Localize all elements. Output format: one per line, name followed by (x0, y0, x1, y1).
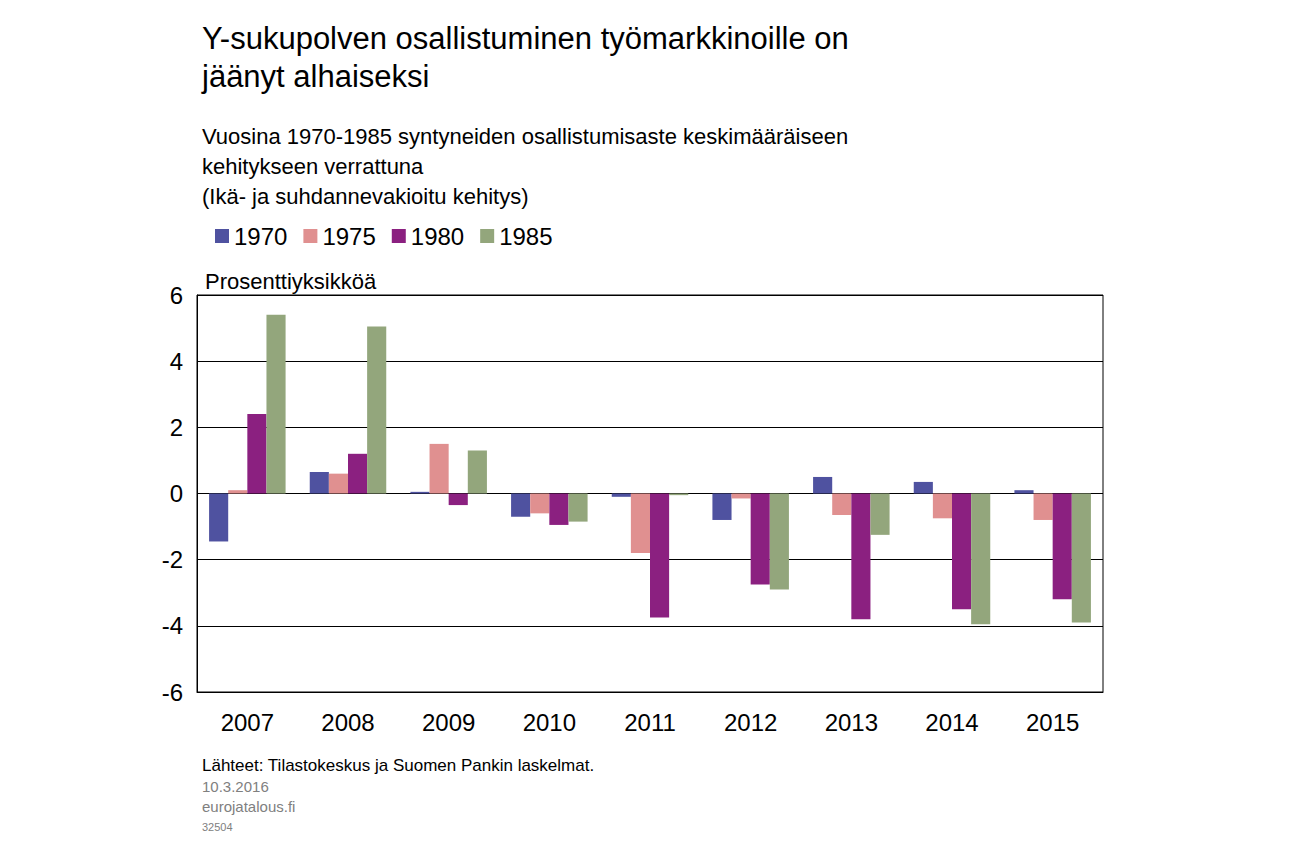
svg-text:(Ikä- ja suhdannevakioitu kehi: (Ikä- ja suhdannevakioitu kehitys) (202, 184, 529, 209)
svg-text:2009: 2009 (422, 709, 475, 736)
svg-text:6: 6 (170, 282, 183, 309)
svg-text:-4: -4 (162, 612, 183, 639)
svg-text:kehitykseen verrattuna: kehitykseen verrattuna (202, 154, 424, 179)
svg-text:eurojatalous.fi: eurojatalous.fi (202, 798, 295, 815)
svg-text:2: 2 (170, 414, 183, 441)
svg-text:0: 0 (170, 480, 183, 507)
svg-text:32504: 32504 (202, 821, 233, 833)
svg-text:1975: 1975 (322, 223, 375, 250)
svg-text:1980: 1980 (411, 223, 464, 250)
svg-text:Prosenttiyksikköä: Prosenttiyksikköä (205, 269, 377, 294)
svg-text:2007: 2007 (221, 709, 274, 736)
svg-text:2010: 2010 (523, 709, 576, 736)
svg-text:-2: -2 (162, 546, 183, 573)
svg-text:Vuosina 1970-1985 syntyneiden: Vuosina 1970-1985 syntyneiden osallistum… (202, 124, 848, 149)
svg-text:4: 4 (170, 348, 183, 375)
svg-text:1985: 1985 (499, 223, 552, 250)
svg-text:2011: 2011 (624, 709, 676, 736)
svg-text:1970: 1970 (234, 223, 287, 250)
svg-text:Y-sukupolven osallistuminen ty: Y-sukupolven osallistuminen työmarkkinoi… (202, 21, 849, 56)
svg-text:2012: 2012 (724, 709, 777, 736)
svg-text:2014: 2014 (925, 709, 978, 736)
svg-text:jäänyt alhaiseksi: jäänyt alhaiseksi (201, 59, 429, 94)
svg-text:2008: 2008 (321, 709, 374, 736)
svg-text:10.3.2016: 10.3.2016 (202, 778, 269, 795)
svg-text:2013: 2013 (825, 709, 878, 736)
svg-text:Lähteet: Tilastokeskus ja Suom: Lähteet: Tilastokeskus ja Suomen Pankin … (202, 756, 594, 775)
svg-text:-6: -6 (162, 679, 183, 706)
svg-text:2015: 2015 (1026, 709, 1079, 736)
